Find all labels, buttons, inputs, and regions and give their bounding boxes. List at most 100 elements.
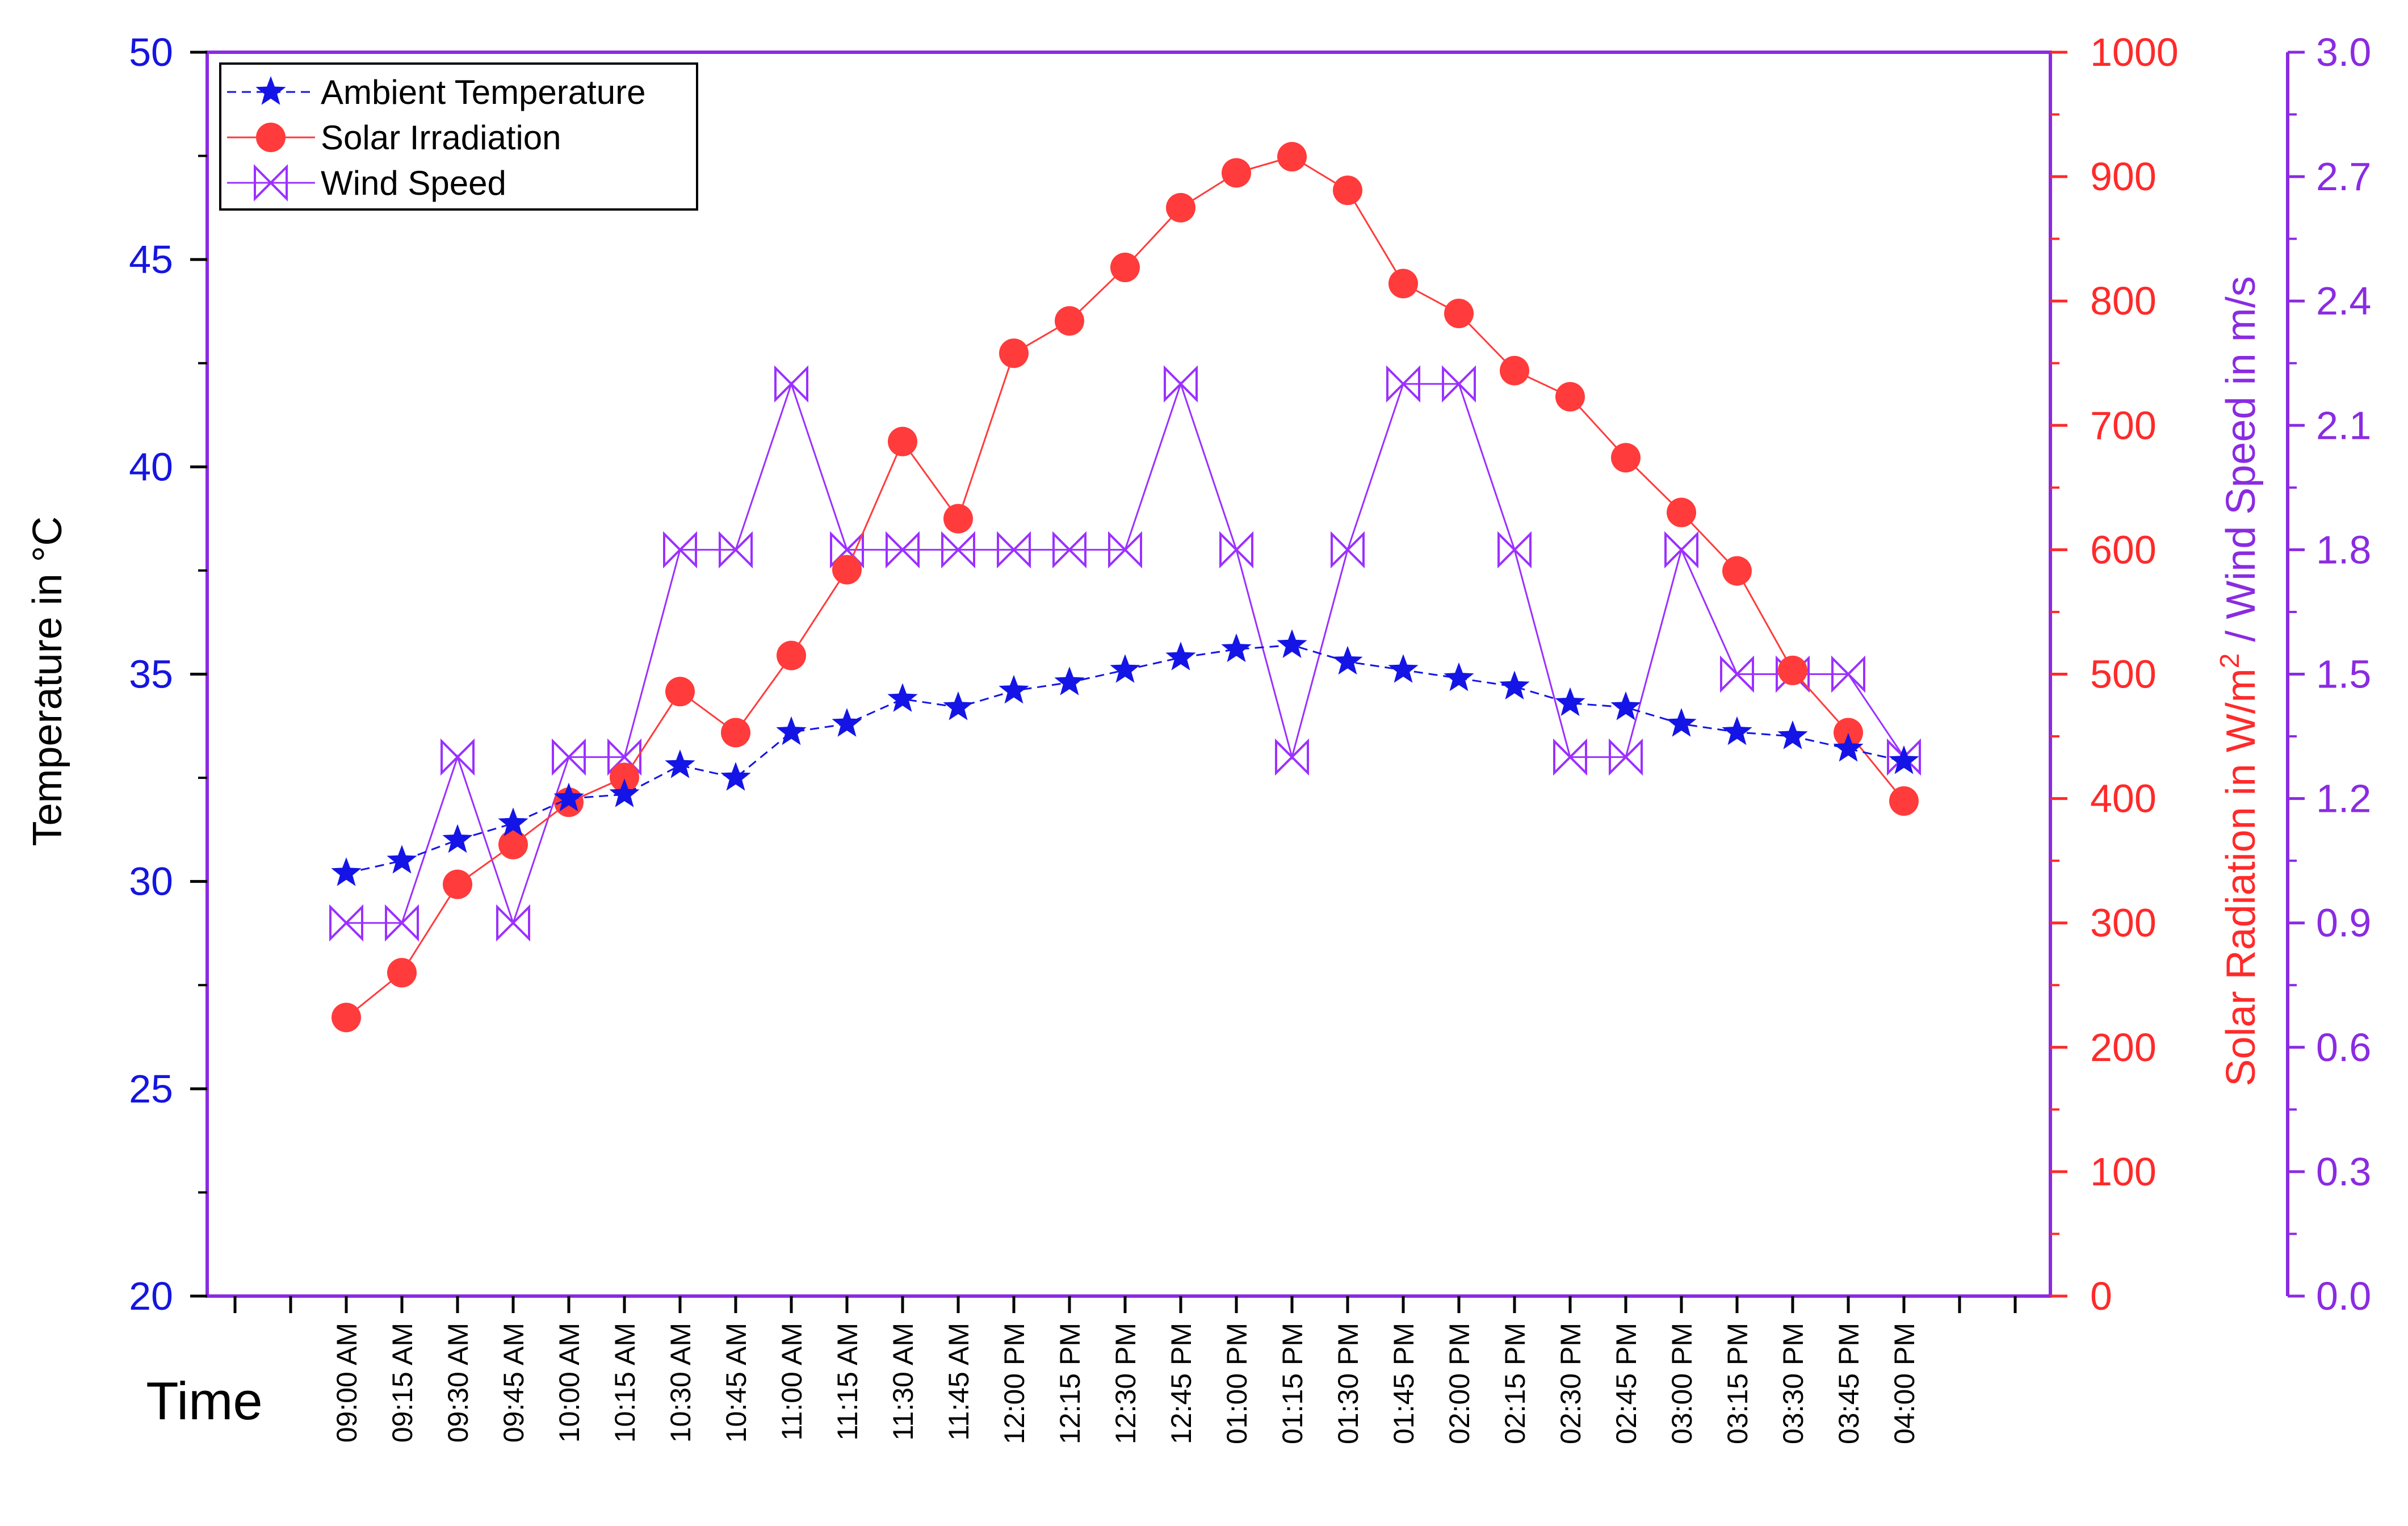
wind-tick-label: 0.6 [2316, 1025, 2371, 1070]
data-point [1777, 720, 1808, 749]
radiation-tick-label: 400 [2090, 777, 2157, 821]
data-point [999, 674, 1029, 704]
data-point [1722, 716, 1752, 745]
data-point [443, 869, 472, 899]
data-point [774, 365, 808, 403]
x-tick-label: 11:30 AM [887, 1323, 919, 1441]
series-layer [329, 142, 1921, 1033]
wind-tick-label: 1.2 [2316, 777, 2371, 821]
y-axis-label-right-main: Solar Radiation in W/m [2218, 668, 2264, 1086]
left-tick-label: 45 [129, 237, 173, 282]
wind-tick-label: 2.1 [2316, 403, 2371, 447]
data-point [1666, 708, 1697, 737]
data-point [1333, 175, 1362, 206]
data-point [332, 1003, 361, 1033]
wind-tick-label: 1.8 [2316, 527, 2371, 572]
data-point [1444, 662, 1474, 691]
radiation-tick-label: 100 [2090, 1150, 2157, 1194]
y-axis-label-right-superscript: 2 [2215, 653, 2245, 669]
radiation-tick-label: 700 [2090, 403, 2157, 447]
x-tick-label: 01:30 PM [1332, 1323, 1364, 1444]
data-point [498, 829, 528, 860]
right-axis-wind: 0.0 0.3 0.6 0.9 1.2 1.5 1.8 2.1 2.4 2.7 3.0 [2286, 30, 2371, 1318]
data-point [1221, 633, 1252, 663]
data-point [776, 716, 807, 745]
data-point [1442, 365, 1476, 403]
data-point [610, 762, 639, 793]
data-point [1110, 654, 1140, 683]
x-axis: 09:00 AM 09:15 AM 09:30 AM 09:45 AM 10:00 AM… [233, 1296, 2017, 1444]
series-wind-speed [329, 365, 1921, 942]
x-tick-label: 10:45 AM [720, 1323, 752, 1443]
y-axis-label-right-wind: / Wind Speed in m/s [2218, 276, 2264, 653]
data-point [663, 531, 697, 569]
data-point [777, 640, 806, 670]
data-point [1500, 355, 1529, 385]
data-point [385, 904, 419, 942]
x-tick-label: 10:15 AM [609, 1323, 641, 1443]
data-point [943, 504, 973, 534]
data-point [1166, 192, 1195, 223]
data-point [1331, 531, 1365, 569]
x-tick-label: 03:30 PM [1777, 1323, 1809, 1444]
x-tick-label: 09:30 AM [442, 1323, 474, 1443]
data-point [665, 677, 695, 707]
data-point [1609, 738, 1643, 776]
data-point [496, 904, 530, 942]
data-point [1388, 269, 1418, 299]
x-tick-label: 02:30 PM [1555, 1323, 1587, 1444]
data-point [832, 708, 862, 737]
data-point [719, 531, 753, 569]
data-point [1720, 655, 1754, 693]
data-point [331, 857, 362, 886]
data-point [1052, 531, 1086, 569]
data-point [1555, 382, 1585, 412]
data-point [997, 531, 1031, 569]
series-ambient-temperature [331, 629, 1919, 886]
x-tick-label: 09:45 AM [498, 1323, 530, 1443]
legend-label: Ambient Temperature [321, 73, 646, 111]
wind-tick-label: 0.0 [2316, 1274, 2371, 1318]
x-tick-label: 10:30 AM [665, 1323, 697, 1443]
data-point [1499, 670, 1530, 700]
radiation-tick-label: 600 [2090, 527, 2157, 572]
data-point [1831, 655, 1865, 693]
x-tick-label: 12:30 PM [1110, 1323, 1142, 1444]
data-point [999, 338, 1029, 368]
data-point [665, 749, 695, 778]
wind-tick-label: 0.3 [2316, 1150, 2371, 1194]
x-tick-label: 01:15 PM [1277, 1323, 1308, 1444]
radiation-tick-label: 800 [2090, 279, 2157, 323]
left-tick-label: 35 [129, 652, 173, 697]
legend-label: Solar Irradiation [321, 119, 561, 157]
legend-marker [254, 164, 288, 202]
x-tick-label: 09:00 AM [331, 1323, 363, 1443]
x-tick-label: 04:00 PM [1889, 1323, 1920, 1444]
data-point [329, 904, 363, 942]
data-point [1332, 645, 1363, 675]
wind-tick-label: 2.4 [2316, 279, 2371, 323]
data-point [1722, 556, 1752, 586]
data-point [1275, 738, 1309, 776]
x-tick-label: 10:00 AM [553, 1323, 585, 1443]
series-solar-irradiation [332, 142, 1919, 1033]
left-tick-label: 30 [129, 860, 173, 904]
left-tick-label: 20 [129, 1274, 173, 1318]
data-point [1667, 497, 1696, 527]
left-axis: 20 25 30 35 40 45 50 [129, 30, 207, 1318]
data-point [553, 782, 584, 812]
data-point [888, 426, 917, 456]
legend-marker [256, 123, 286, 152]
data-point [1889, 786, 1919, 816]
x-tick-label: 12:15 PM [1054, 1323, 1086, 1444]
data-point [1165, 642, 1196, 670]
data-point [1054, 666, 1085, 695]
data-point [442, 824, 473, 853]
data-point [1610, 691, 1641, 720]
x-tick-label: 03:45 PM [1833, 1323, 1865, 1444]
data-point [1386, 365, 1420, 403]
series-line [346, 644, 1904, 874]
x-tick-label: 03:15 PM [1722, 1323, 1753, 1444]
x-tick-label: 12:45 PM [1165, 1323, 1197, 1444]
data-point [498, 807, 528, 837]
